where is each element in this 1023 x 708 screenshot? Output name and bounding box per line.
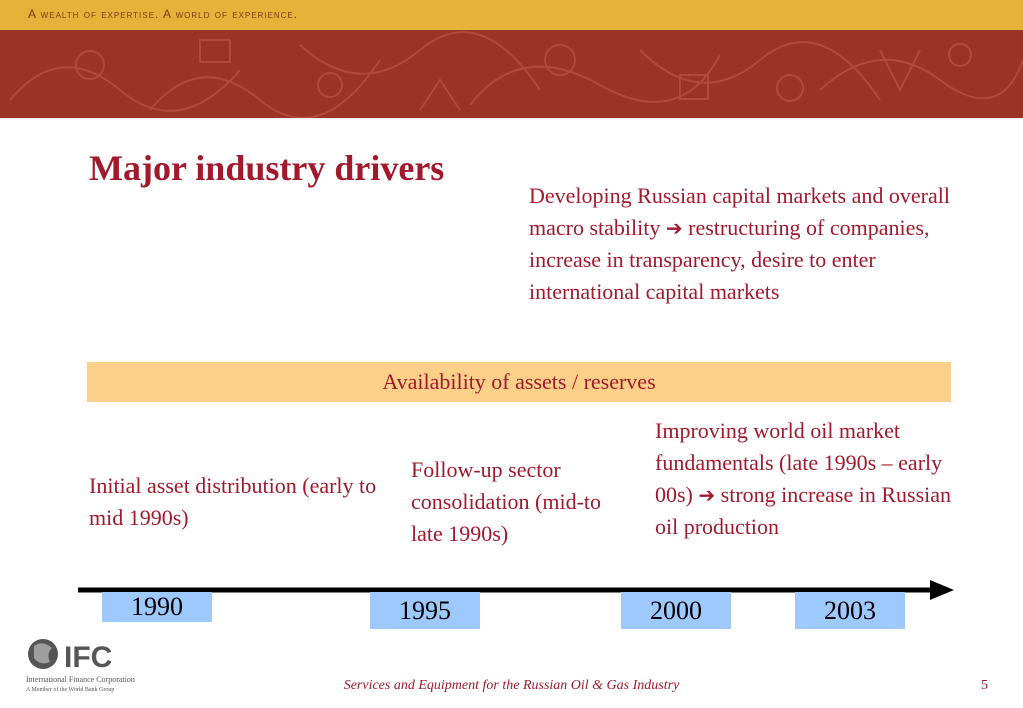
timeline-arrow [78,580,954,600]
decorative-banner [0,30,1023,118]
capital-markets-before: Developing Russian capital markets and o… [529,183,950,240]
ifc-logo: IFC International Finance Corporation A … [26,636,166,699]
capital-markets-after: restructuring of companies, increase in … [529,215,930,304]
consolidation-text: Follow-up sector consolidation (mid-to l… [411,457,602,546]
ifc-logo-name: IFC [64,641,112,674]
oil-market-before: Improving world oil market fundamentals … [655,418,943,507]
year-1990: 1990 [102,592,212,622]
right-arrow-icon: ➔ [665,216,683,240]
top-band: A wealth of expertise. A world of experi… [0,0,1023,30]
assets-bar: Availability of assets / reserves [87,362,951,402]
year-1995: 1995 [370,592,480,629]
capital-markets-text: Developing Russian capital markets and o… [529,180,959,308]
tagline: A wealth of expertise. A world of experi… [28,7,299,21]
assets-bar-label: Availability of assets / reserves [382,369,656,394]
ifc-logo-sub: A Member of the World Bank Group [26,686,114,693]
ifc-logo-org: International Finance Corporation [26,675,135,684]
slide-title: Major industry drivers [89,148,445,188]
oil-market-after: strong increase in Russian oil productio… [655,482,952,539]
footer-text: Services and Equipment for the Russian O… [343,678,680,693]
initial-distribution-text: Initial asset distribution (early to mid… [89,473,377,530]
banner-pattern [9,31,1023,118]
right-arrow-icon: ➔ [698,483,716,507]
year-2003: 2003 [795,592,905,629]
year-2000: 2000 [621,592,731,629]
page-number: 5 [981,678,988,693]
ifc-logo-graphic: IFC International Finance Corporation A … [26,639,135,693]
oil-market-text: Improving world oil market fundamentals … [655,415,970,543]
